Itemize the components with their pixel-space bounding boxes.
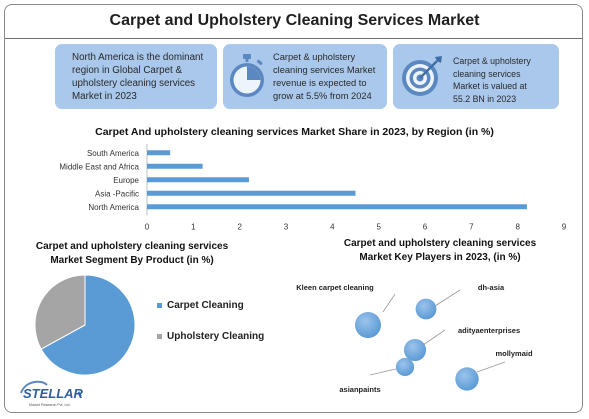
pie-title-line: Market Segment By Product (in %) — [50, 255, 214, 266]
product-segment-pie-chart — [34, 274, 136, 376]
x-tick-label: 5 — [376, 223, 381, 232]
category-label: South America — [87, 149, 140, 158]
card-line: cleaning services — [453, 68, 521, 79]
legend-swatch — [157, 334, 162, 339]
key-players-bubble-chart: Kleen carpet cleaning dh-asia adityaenterp… — [296, 283, 533, 394]
bar — [147, 190, 356, 196]
card-text: North America is the dominant region in … — [72, 51, 212, 103]
card-line: Carpet & upholstery — [453, 56, 531, 66]
key-players-title: Carpet and upholstery cleaning services … — [305, 237, 575, 265]
leader-line — [434, 289, 461, 307]
card-line: upholstery cleaning services — [72, 78, 196, 89]
x-tick-label: 4 — [330, 223, 335, 232]
card-line: North America is the dominant — [72, 52, 204, 63]
pie-title-line: Carpet and upholstery cleaning services — [35, 241, 229, 252]
player-label: adityaenterprises — [458, 326, 520, 335]
bar — [147, 204, 527, 210]
category-label: Europe — [113, 176, 139, 185]
category-label: North America — [88, 203, 139, 212]
category-label: Asia -Pacific — [95, 189, 139, 198]
x-tick-label: 0 — [145, 223, 150, 232]
legend-item-carpet-cleaning: Carpet Cleaning — [157, 300, 244, 311]
card-line: Market in 2023 — [72, 91, 137, 102]
x-tick-label: 8 — [515, 223, 520, 232]
info-card-growth: Carpet & upholstery cleaning services Ma… — [223, 44, 387, 109]
x-tick-label: 6 — [423, 223, 428, 232]
legend-label: Carpet Cleaning — [167, 300, 244, 311]
x-tick-label: 1 — [191, 223, 196, 232]
players-title-line: Market Key Players in 2023, (in %) — [359, 252, 521, 263]
player-label: asianpaints — [339, 385, 380, 394]
stopwatch-icon — [230, 54, 264, 97]
card-line: Market is valued at — [453, 81, 527, 91]
bar-chart-title: Carpet And upholstery cleaning services … — [95, 126, 494, 138]
logo-name: STELLAR — [23, 386, 84, 401]
category-label: Middle East and Africa — [59, 162, 139, 171]
card-line: 55.2 BN in 2023 — [453, 93, 517, 104]
leader-line — [476, 361, 506, 373]
player-bubble — [395, 357, 415, 377]
player-label: dh-asia — [478, 283, 505, 292]
stellar-logo: STELLAR Market Research Pvt. Ltd. — [20, 380, 84, 407]
pie-slice — [34, 274, 86, 350]
pie-chart-title: Carpet and upholstery cleaning services … — [17, 240, 247, 268]
info-card-dominant-region: North America is the dominant region in … — [55, 44, 217, 109]
infographic-frame: Carpet and Upholstery Cleaning Services … — [4, 4, 583, 413]
region-share-bar-chart: South America Middle East and Africa Europ… — [59, 144, 567, 232]
card-line: Carpet & upholstery — [273, 52, 356, 62]
bar — [147, 163, 203, 169]
pie-slice — [40, 274, 136, 376]
leader-line — [369, 368, 397, 376]
legend-label: Upholstery Cleaning — [167, 331, 265, 342]
player-bubble — [455, 367, 479, 391]
logo-tagline: Market Research Pvt. Ltd. — [29, 403, 71, 407]
card-line: grow at 5.5% from 2024 — [273, 91, 372, 101]
card-text: Carpet & upholstery cleaning services Ma… — [273, 51, 385, 103]
player-bubble — [415, 298, 437, 320]
leader-line — [382, 293, 396, 313]
card-text: Carpet & upholstery cleaning services Ma… — [453, 55, 557, 105]
legend-item-upholstery-cleaning: Upholstery Cleaning — [157, 331, 264, 342]
legend-swatch — [157, 303, 162, 308]
player-label: Kleen carpet cleaning — [296, 283, 374, 292]
bar — [147, 150, 171, 156]
bar — [147, 177, 249, 183]
player-bubble — [403, 338, 427, 362]
player-label: mollymaid — [495, 349, 533, 358]
page-title: Carpet and Upholstery Cleaning Services … — [109, 12, 480, 29]
x-tick-label: 3 — [284, 223, 289, 232]
x-tick-label: 7 — [469, 223, 474, 232]
card-line: region in Global Carpet & — [72, 65, 183, 76]
x-tick-label: 2 — [237, 223, 242, 232]
title-divider — [5, 38, 582, 39]
player-bubble — [355, 312, 381, 338]
players-title-line: Carpet and upholstery cleaning services — [343, 238, 537, 249]
leader-line — [422, 329, 446, 346]
target-icon — [402, 56, 442, 96]
card-line: revenue is expected to — [273, 78, 367, 88]
x-tick-label: 9 — [562, 223, 567, 232]
card-line: cleaning services Market — [273, 65, 376, 75]
info-card-valuation: Carpet & upholstery cleaning services Ma… — [393, 44, 559, 109]
